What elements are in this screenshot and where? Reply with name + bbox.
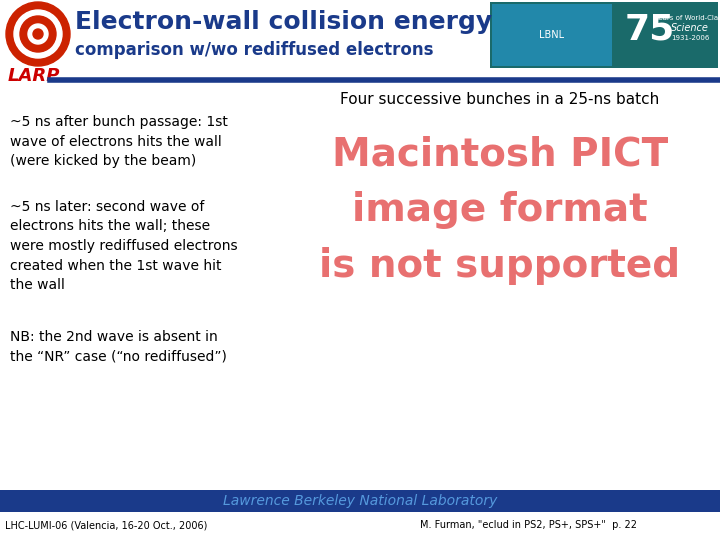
Bar [492, 4, 612, 66]
Text: LHC-LUMI-06 (Valencia, 16-20 Oct., 2006): LHC-LUMI-06 (Valencia, 16-20 Oct., 2006) [5, 520, 207, 530]
Text: LARP: LARP [8, 67, 60, 85]
Bar [0, 490, 720, 512]
Text: Years of World-Class: Years of World-Class [654, 15, 720, 21]
Text: Electron-wall collision energy: Electron-wall collision energy [75, 10, 492, 34]
Text: LBNL: LBNL [539, 30, 564, 40]
Text: ~5 ns after bunch passage: 1st
wave of electrons hits the wall
(were kicked by t: ~5 ns after bunch passage: 1st wave of e… [10, 115, 228, 168]
Circle shape [20, 16, 56, 52]
Text: Lawrence Berkeley National Laboratory: Lawrence Berkeley National Laboratory [222, 494, 498, 508]
Circle shape [28, 24, 48, 44]
Text: ~5 ns later: second wave of
electrons hits the wall; these
were mostly rediffuse: ~5 ns later: second wave of electrons hi… [10, 200, 238, 292]
Bar [490, 2, 718, 68]
Text: 75: 75 [625, 13, 675, 47]
Circle shape [14, 10, 62, 58]
Circle shape [33, 29, 43, 39]
Text: NB: the 2nd wave is absent in
the “NR” case (“no rediffused”): NB: the 2nd wave is absent in the “NR” c… [10, 330, 227, 363]
Text: M. Furman, "eclud in PS2, PS+, SPS+"  p. 22: M. Furman, "eclud in PS2, PS+, SPS+" p. … [420, 520, 637, 530]
Text: Macintosh PICT
image format
is not supported: Macintosh PICT image format is not suppo… [320, 135, 680, 285]
Text: Science: Science [671, 23, 709, 33]
Text: 1931-2006: 1931-2006 [671, 35, 709, 41]
Circle shape [6, 2, 70, 66]
Text: Four successive bunches in a 25-ns batch: Four successive bunches in a 25-ns batch [341, 92, 660, 107]
Text: comparison w/wo rediffused electrons: comparison w/wo rediffused electrons [75, 41, 433, 59]
